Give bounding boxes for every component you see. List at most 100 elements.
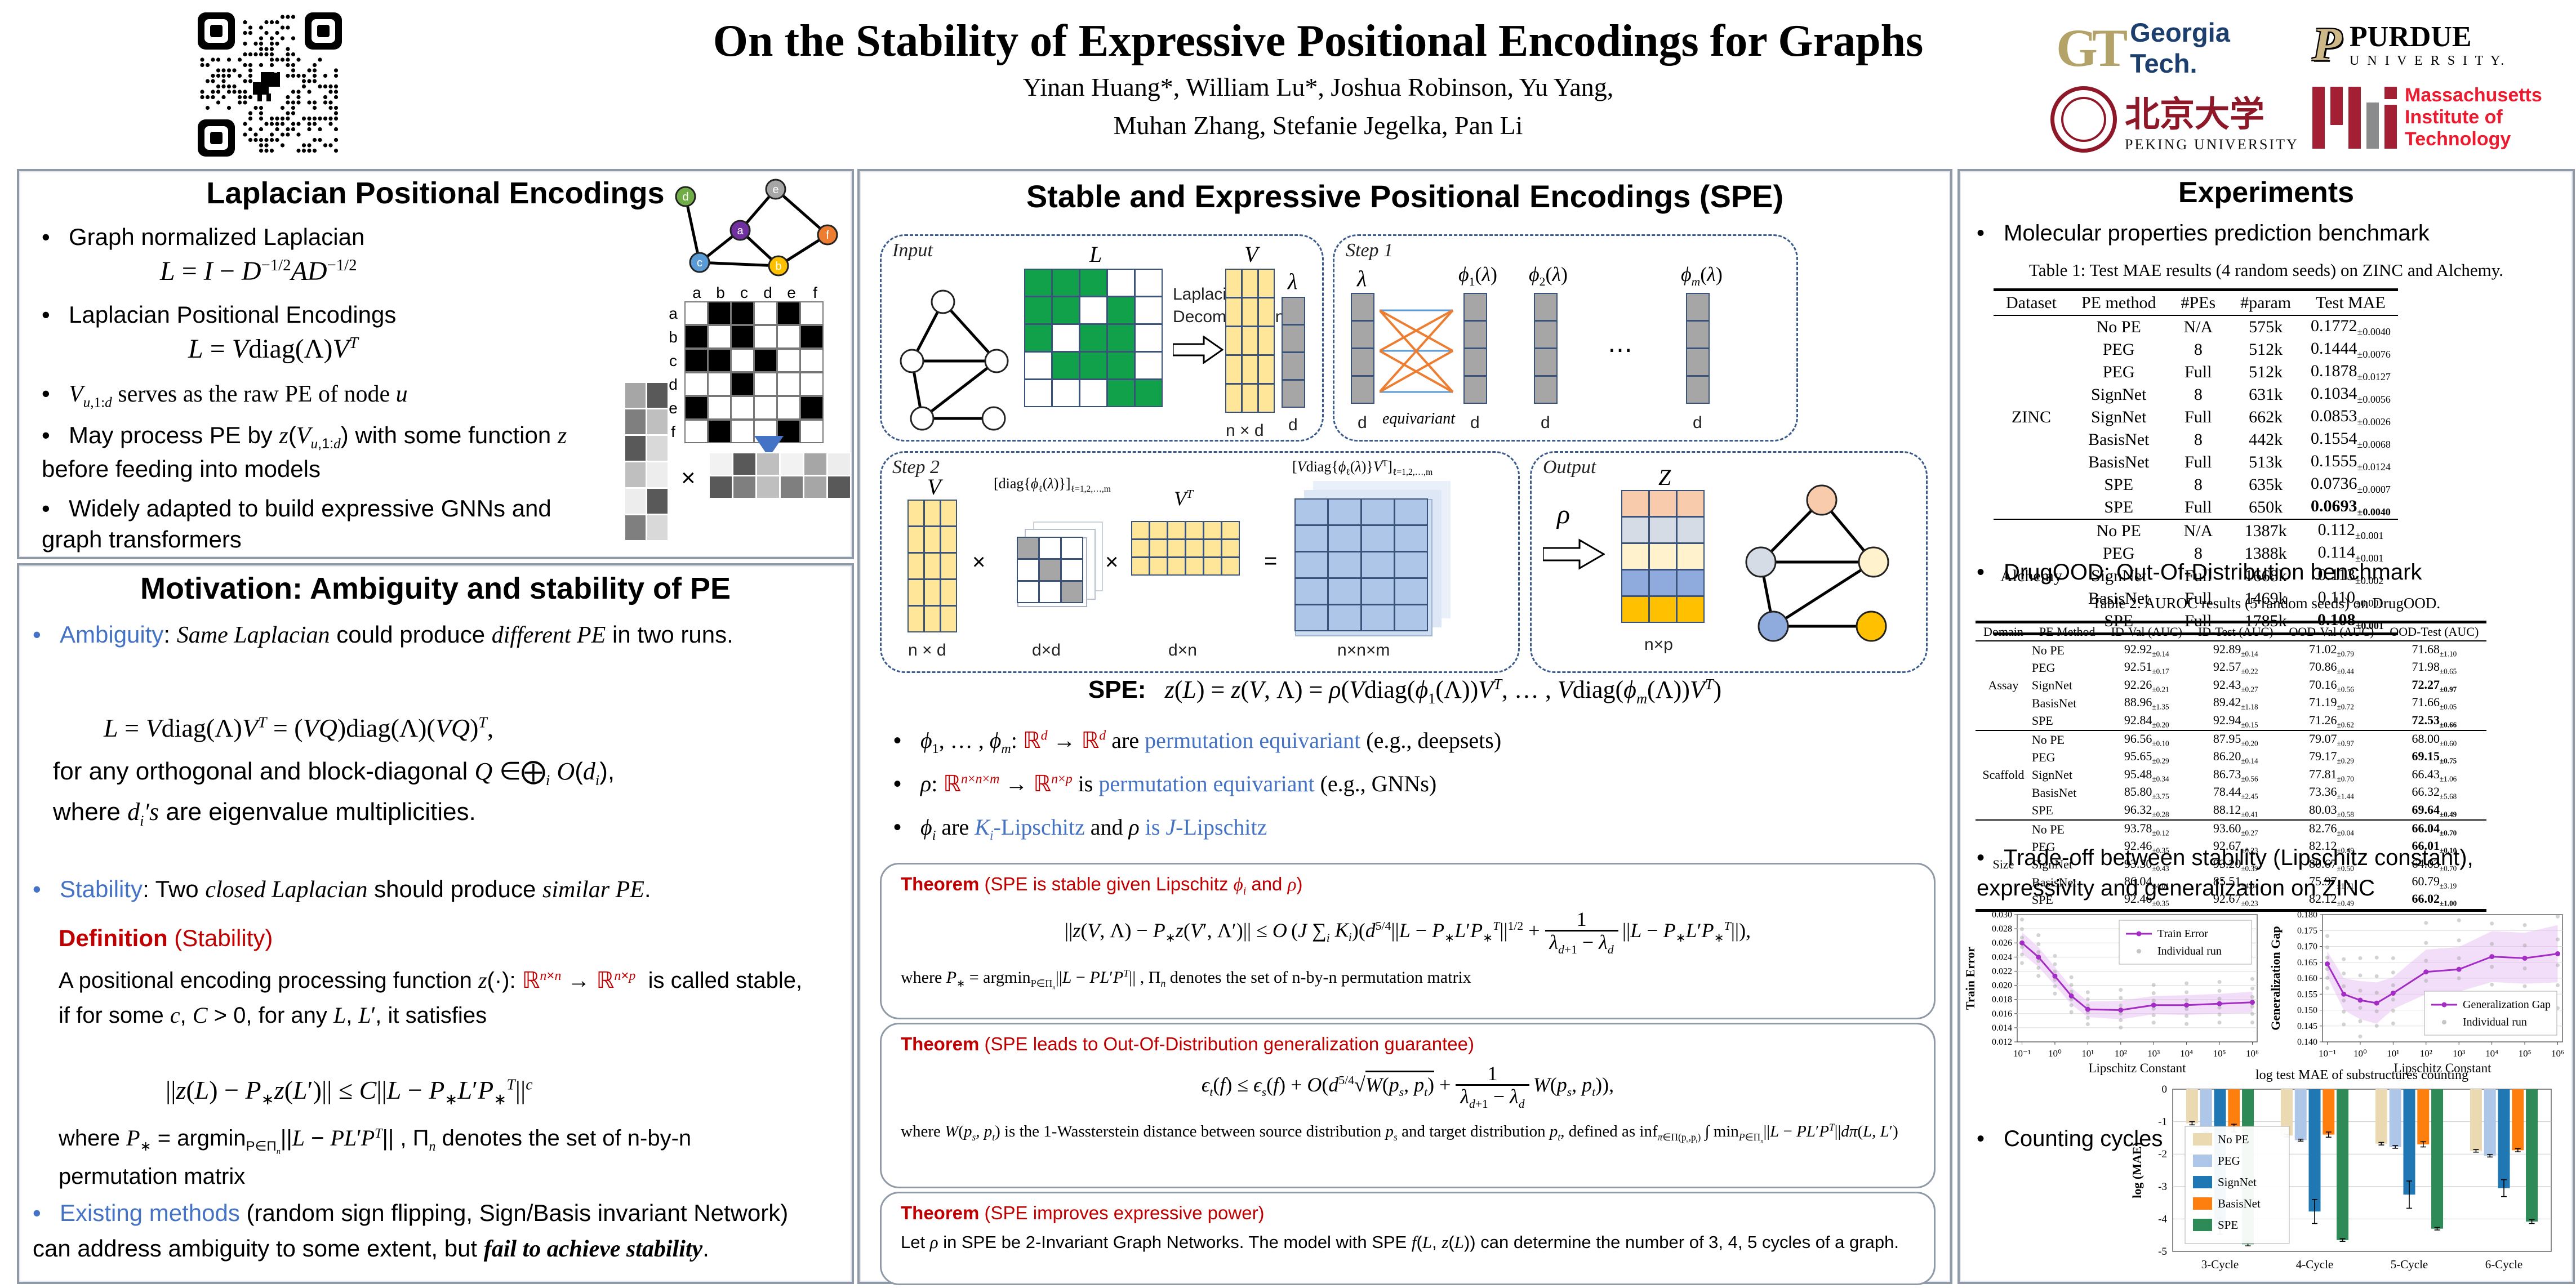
table-row: PEG Full 512k 0.1878±0.0127 — [2102, 362, 2391, 382]
section-title: Experiments — [2178, 176, 2355, 209]
svg-text:PEG: PEG — [2218, 1154, 2240, 1167]
table-row: SPE Full 650k 0.0693±0.0040 — [2104, 497, 2391, 518]
svg-text:4-Cycle: 4-Cycle — [2296, 1258, 2333, 1271]
svg-text:-2: -2 — [2158, 1148, 2167, 1160]
table-row: SignNet Full 1668k 0.113±0.002 — [2091, 565, 2384, 586]
table-row: SPE 96.32±0.28 88.12±0.41 80.03±0.58 69.64±0… — [2031, 802, 2457, 818]
purdue-mark-icon: P — [2312, 18, 2342, 71]
svg-text:10⁵: 10⁵ — [2213, 1048, 2226, 1059]
svg-text:-3: -3 — [2158, 1181, 2167, 1193]
step1-label: Step 1 — [1346, 240, 1394, 261]
theorem-stability: Theorem (SPE is stable given Lipschitz ϕ… — [880, 863, 1936, 1019]
svg-text:0.028: 0.028 — [1992, 924, 2012, 934]
d-label: d — [1358, 413, 1367, 432]
lambda-label: λ — [1288, 269, 1298, 294]
rho-label: ρ — [1557, 500, 1570, 529]
svg-text:c: c — [697, 257, 702, 269]
nxd-label: n × d — [908, 641, 946, 659]
georgia-tech-logo: GT Georgia Tech. — [2056, 17, 2230, 79]
svg-text:log test MAE of substructures: log test MAE of substructures counting — [2255, 1068, 2468, 1082]
section-title: Laplacian Positional Encodings — [206, 176, 665, 210]
table-row: SignNet 93.30±0.43 93.20±0.39 80.67±0.50 64.… — [2031, 856, 2457, 873]
svg-text:0.026: 0.026 — [1992, 938, 2012, 948]
panel-laplacian-pe: Laplacian Positional Encodings • Graph no… — [17, 169, 854, 559]
qr-code — [194, 9, 345, 160]
theorem-where: where W(ps, pt) is the 1-Wassterstein di… — [901, 1121, 1898, 1145]
svg-text:Individual run: Individual run — [2463, 1016, 2527, 1028]
bullet-existing-methods: Existing methods (random sign flipping, … — [33, 1200, 789, 1262]
purdue-text1: PURDUE — [2349, 21, 2472, 53]
authors-line-1: Yinan Huang*, William Lu*, Joshua Robins… — [1022, 73, 1614, 101]
bullet-counting-cycles: Counting cycles — [2004, 1126, 2163, 1151]
mit-mark-icon — [2312, 86, 2397, 149]
svg-text:10³: 10³ — [2147, 1048, 2160, 1059]
svg-text:0.150: 0.150 — [2297, 1006, 2317, 1015]
svg-text:10²: 10² — [2420, 1048, 2432, 1059]
ambiguity-line3: where di′s are eigenvalue multiplicities… — [53, 798, 476, 829]
table-row: Size No PE 93.78±0.12 93.60±0.27 82.76±0.04 6… — [1976, 819, 2487, 871]
bullet-phi: ϕ1, … , ϕm: ℝd → ℝd are permutation equi… — [920, 728, 1502, 756]
gt-text2: Tech. — [2130, 48, 2197, 78]
gt-mark-icon: GT — [2056, 18, 2128, 78]
equivariant-arrows-icon — [1380, 309, 1454, 393]
d-label: d — [1288, 416, 1298, 434]
svg-text:10⁴: 10⁴ — [2180, 1048, 2193, 1059]
authors-line-2: Muhan Zhang, Stefanie Jegelka, Pan Li — [1113, 111, 1523, 140]
svg-text:10⁵: 10⁵ — [2519, 1048, 2531, 1059]
lambda-vector — [1351, 293, 1374, 404]
svg-text:0.170: 0.170 — [2297, 942, 2317, 952]
svg-text:b: b — [775, 260, 781, 273]
table2-caption: Table 2: AUROC results (5 random seeds) … — [2092, 595, 2441, 612]
table-row: SignNet 8 631k 0.1034±0.0056 — [2091, 384, 2391, 405]
table-row: Scaffold No PE 96.56±0.10 87.95±0.20 79.07±0… — [1976, 730, 2487, 782]
svg-text:0.140: 0.140 — [2297, 1037, 2317, 1047]
svg-text:Train Error: Train Error — [2157, 928, 2208, 940]
svg-text:0.018: 0.018 — [1992, 995, 2012, 1005]
table1: Dataset PE method #PEs #param Test MAE ZINC No… — [1994, 288, 2398, 635]
theorem-equation: ||z(V, Λ) − P∗z(V′, Λ′)|| ≤ O (J ∑i Ki)(… — [1064, 907, 1751, 956]
table-row: Assay No PE 92.92±0.14 92.89±0.14 71.02±0.79… — [1976, 641, 2487, 692]
table-row: PEG 8 1388k 0.114±0.001 — [2102, 543, 2384, 564]
mit-text3: Technology — [2405, 128, 2511, 150]
L-label: L — [1089, 242, 1102, 267]
svg-text:10⁰: 10⁰ — [2353, 1048, 2367, 1059]
spe-formula: SPE: z(L) = z(V, Λ) = ρ(Vdiag(ϕ1(Λ))VT, … — [1088, 675, 1722, 707]
section-title: Motivation: Ambiguity and stability of P… — [140, 572, 731, 605]
svg-text:10³: 10³ — [2453, 1048, 2465, 1059]
bullet-ambiguity: Ambiguity: Same Laplacian could produce … — [60, 621, 733, 648]
V-label: V — [1244, 242, 1258, 267]
table-row: BasisNet 8 442k 0.1554±0.0068 — [2088, 429, 2391, 450]
svg-text:log (MAE): log (MAE) — [2130, 1142, 2144, 1198]
svg-text:0.020: 0.020 — [1992, 981, 2012, 991]
V-matrix — [907, 500, 957, 632]
phi1-label: ϕ1(λ) — [1458, 263, 1498, 289]
d-label: d — [1470, 413, 1480, 432]
svg-text:6-Cycle: 6-Cycle — [2485, 1258, 2522, 1271]
table1-caption: Table 1: Test MAE results (4 random seed… — [2029, 260, 2503, 280]
generalization-gap-chart: 0.140 0.145 0.150 0.155 0.160 0.165 0.170 0.175… — [2268, 910, 2564, 1075]
bullet-tradeoff: Trade-off between stability (Lipschitz c… — [1977, 845, 2473, 901]
bullet-text: Laplacian Positional Encodings — [69, 301, 397, 328]
svg-text:BasisNet: BasisNet — [2218, 1197, 2261, 1210]
svg-text:3-Cycle: 3-Cycle — [2201, 1258, 2239, 1271]
svg-text:10⁻¹: 10⁻¹ — [2013, 1048, 2031, 1059]
svg-text:10⁴: 10⁴ — [2485, 1048, 2498, 1059]
purdue-logo: P PURDUE U N I V E R S I T Y. — [2312, 17, 2506, 72]
svg-text:No PE: No PE — [2218, 1133, 2249, 1146]
nxnxm-label: n×n×m — [1337, 641, 1390, 659]
Z-label: Z — [1658, 465, 1671, 490]
mit-text1: Massachusetts — [2405, 84, 2542, 106]
table-row: BasisNet Full 1469k 0.110±0.001 — [2088, 588, 2384, 609]
dxn-label: d×n — [1168, 641, 1197, 659]
V-matrix — [1225, 269, 1275, 413]
svg-text:SPE: SPE — [2218, 1218, 2238, 1232]
svg-text:0.180: 0.180 — [2297, 910, 2317, 920]
theorem-ood: Theorem (SPE leads to Out-Of-Distributio… — [880, 1023, 1936, 1188]
equation-ambiguity: L = Vdiag(Λ)VT = (VQ)diag(Λ)(VQ)T, — [104, 713, 494, 742]
bullet-rho: ρ: ℝn×n×m → ℝn×p is permutation equivari… — [920, 771, 1437, 796]
train-error-chart: 0.012 0.014 0.016 0.018 0.020 0.022 0.024 0.026… — [1963, 910, 2259, 1075]
phi2-label: ϕ2(λ) — [1529, 263, 1568, 289]
bullet-drugood: DrugOOD: Out-Of-Distribution benchmark — [2004, 560, 2422, 585]
multiply-sign: × — [1105, 550, 1119, 574]
